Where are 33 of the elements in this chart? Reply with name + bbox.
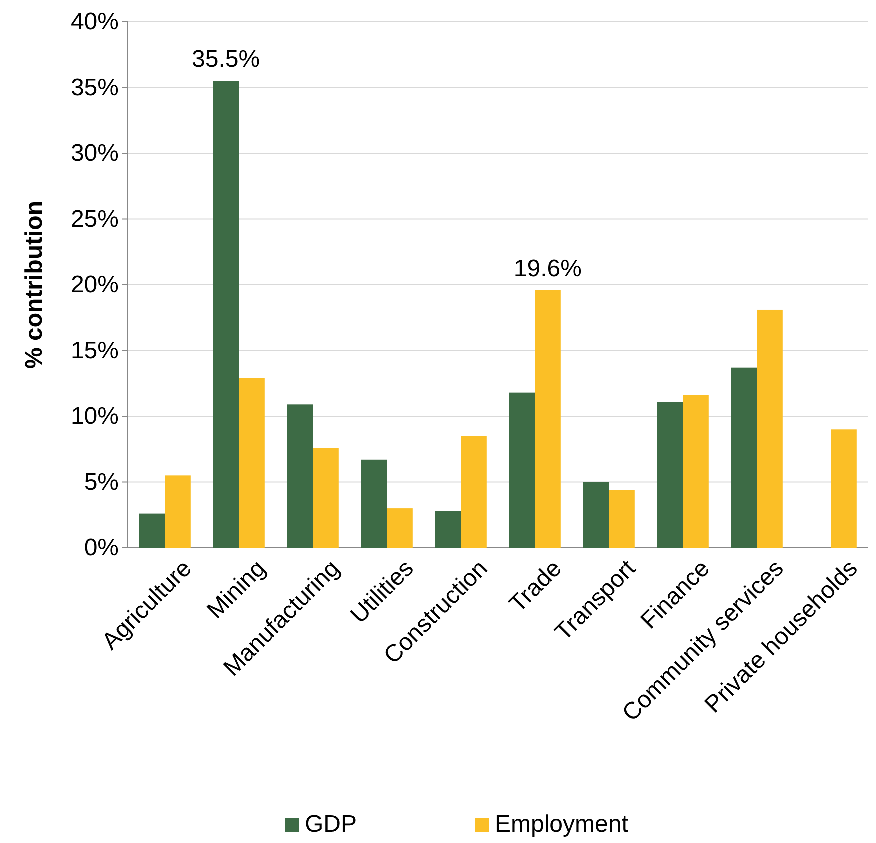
y-tick-label: 15% [70,337,119,364]
bar [435,511,461,548]
bar [509,392,535,548]
data-label: 35.5% [192,46,260,74]
legend-label: GDP [305,811,358,838]
y-tick-label: 10% [70,403,119,430]
y-tick-label: 20% [70,272,119,299]
y-tick-label: 5% [84,468,119,496]
y-tick-label: 25% [70,206,119,233]
data-label: 19.6% [514,255,582,282]
bar [583,482,609,548]
bar [361,460,387,548]
bar [139,514,165,548]
bar [165,476,191,548]
bar [657,402,683,548]
bar [287,404,313,548]
bar [609,490,635,548]
bar [731,368,757,548]
bar [213,81,239,548]
bar [461,436,487,548]
bar [535,290,561,548]
bar [239,378,265,548]
y-axis-title: % contribution [21,201,48,369]
bar [831,430,857,548]
y-tick-label: 40% [70,8,119,36]
y-tick-label: 0% [84,534,119,562]
bar [683,395,709,548]
bar [313,448,339,548]
bar [387,508,413,548]
y-tick-label: 30% [70,140,119,168]
bar [757,310,783,548]
y-tick-label: 35% [70,74,119,102]
legend-label: Employment [495,811,629,838]
